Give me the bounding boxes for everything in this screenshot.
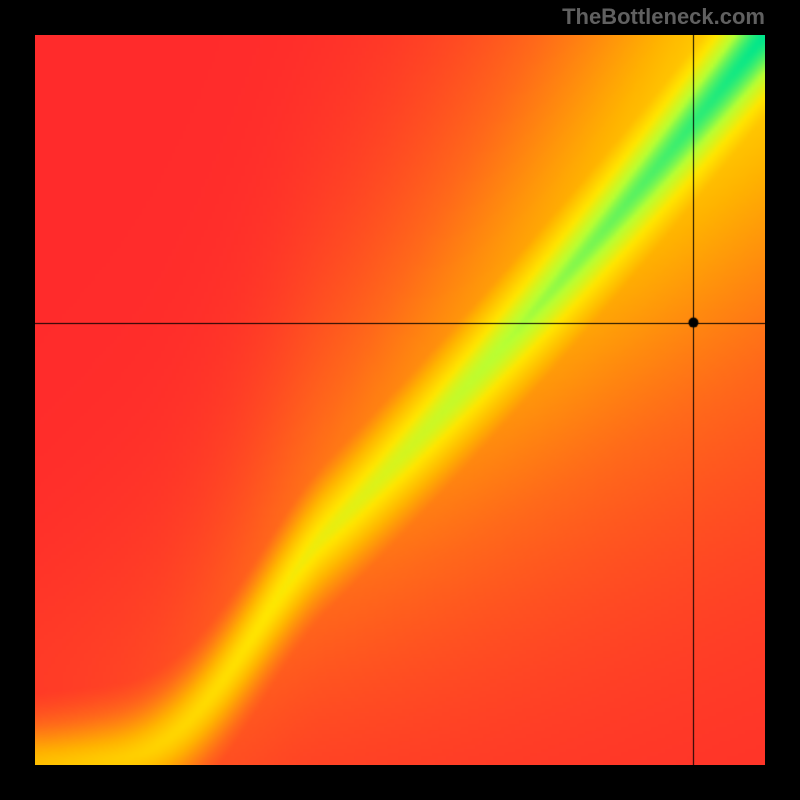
watermark-text: TheBottleneck.com [562, 4, 765, 30]
crosshair-overlay [35, 35, 765, 765]
chart-container: TheBottleneck.com [0, 0, 800, 800]
